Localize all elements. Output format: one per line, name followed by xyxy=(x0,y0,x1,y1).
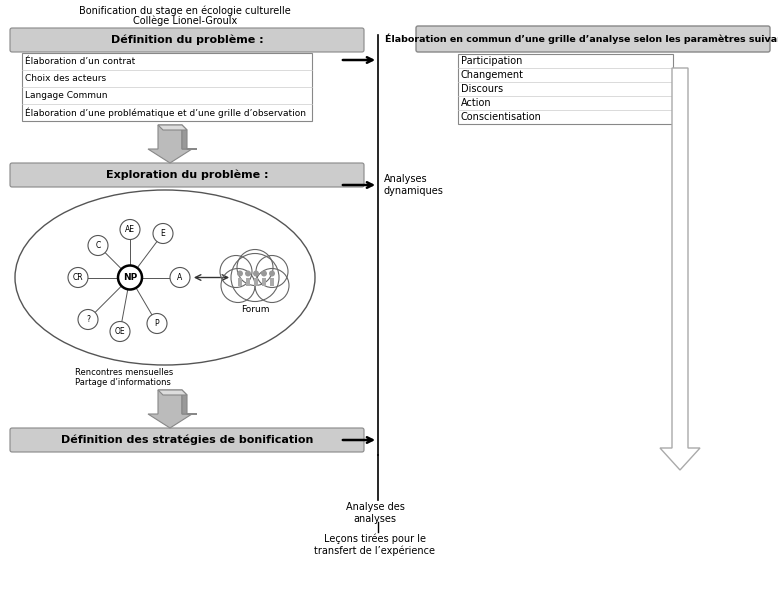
FancyArrow shape xyxy=(238,278,242,285)
Text: AE: AE xyxy=(125,225,135,234)
FancyArrow shape xyxy=(262,278,266,285)
Text: Leçons tirées pour le
transfert de l’expérience: Leçons tirées pour le transfert de l’exp… xyxy=(314,533,436,556)
Text: Collège Lionel-Groulx: Collège Lionel-Groulx xyxy=(133,15,237,25)
Polygon shape xyxy=(148,125,192,163)
Circle shape xyxy=(237,270,243,276)
Text: NP: NP xyxy=(123,273,137,282)
Polygon shape xyxy=(158,125,187,130)
Text: CR: CR xyxy=(72,273,83,282)
Ellipse shape xyxy=(15,190,315,365)
Text: Discours: Discours xyxy=(461,84,503,94)
Circle shape xyxy=(78,310,98,330)
Circle shape xyxy=(237,250,273,285)
FancyBboxPatch shape xyxy=(416,26,770,52)
Text: Bonification du stage en écologie culturelle: Bonification du stage en écologie cultur… xyxy=(79,6,291,17)
Text: ?: ? xyxy=(86,315,90,324)
Text: OE: OE xyxy=(114,327,125,336)
Text: Analyses
dynamiques: Analyses dynamiques xyxy=(384,174,444,196)
FancyArrow shape xyxy=(254,278,258,285)
Circle shape xyxy=(221,269,255,302)
Circle shape xyxy=(88,235,108,256)
FancyArrow shape xyxy=(246,278,250,285)
Circle shape xyxy=(231,253,279,301)
Text: Élaboration d’un contrat: Élaboration d’un contrat xyxy=(25,57,135,66)
FancyArrow shape xyxy=(270,278,274,285)
Circle shape xyxy=(253,270,259,276)
Polygon shape xyxy=(660,68,700,470)
Polygon shape xyxy=(182,125,197,149)
Circle shape xyxy=(220,256,252,288)
Polygon shape xyxy=(158,390,187,395)
Circle shape xyxy=(153,224,173,244)
Text: E: E xyxy=(160,229,166,238)
Text: Langage Commun: Langage Commun xyxy=(25,91,107,100)
Text: P: P xyxy=(155,319,159,328)
Text: Forum: Forum xyxy=(240,305,269,314)
Polygon shape xyxy=(182,390,197,414)
Text: Choix des acteurs: Choix des acteurs xyxy=(25,74,106,83)
Circle shape xyxy=(68,267,88,288)
FancyBboxPatch shape xyxy=(10,163,364,187)
Circle shape xyxy=(170,267,190,288)
Text: Définition des stratégies de bonification: Définition des stratégies de bonificatio… xyxy=(61,435,314,445)
FancyBboxPatch shape xyxy=(10,28,364,52)
Polygon shape xyxy=(148,390,192,428)
Circle shape xyxy=(147,314,167,333)
Text: Changement: Changement xyxy=(461,70,524,80)
Text: Exploration du problème :: Exploration du problème : xyxy=(106,170,268,180)
Text: Participation: Participation xyxy=(461,56,522,66)
Text: Définition du problème :: Définition du problème : xyxy=(110,35,263,45)
Text: C: C xyxy=(96,241,100,250)
Text: Élaboration d’une problématique et d’une grille d’observation: Élaboration d’une problématique et d’une… xyxy=(25,107,306,118)
Bar xyxy=(22,53,312,121)
Circle shape xyxy=(261,270,267,276)
Circle shape xyxy=(120,219,140,240)
Circle shape xyxy=(110,321,130,342)
Text: Action: Action xyxy=(461,98,492,108)
Text: Analyse des
analyses: Analyse des analyses xyxy=(345,502,405,524)
Text: Élaboration en commun d’une grille d’analyse selon les paramètres suivants :: Élaboration en commun d’une grille d’ana… xyxy=(385,34,778,44)
Circle shape xyxy=(245,270,251,276)
Circle shape xyxy=(118,266,142,289)
Circle shape xyxy=(255,269,289,302)
Circle shape xyxy=(269,270,275,276)
Text: Conscientisation: Conscientisation xyxy=(461,112,541,122)
Circle shape xyxy=(256,256,288,288)
FancyBboxPatch shape xyxy=(10,428,364,452)
Text: A: A xyxy=(177,273,183,282)
Text: Rencontres mensuelles
Partage d’informations: Rencontres mensuelles Partage d’informat… xyxy=(75,368,173,387)
Bar xyxy=(458,54,673,124)
